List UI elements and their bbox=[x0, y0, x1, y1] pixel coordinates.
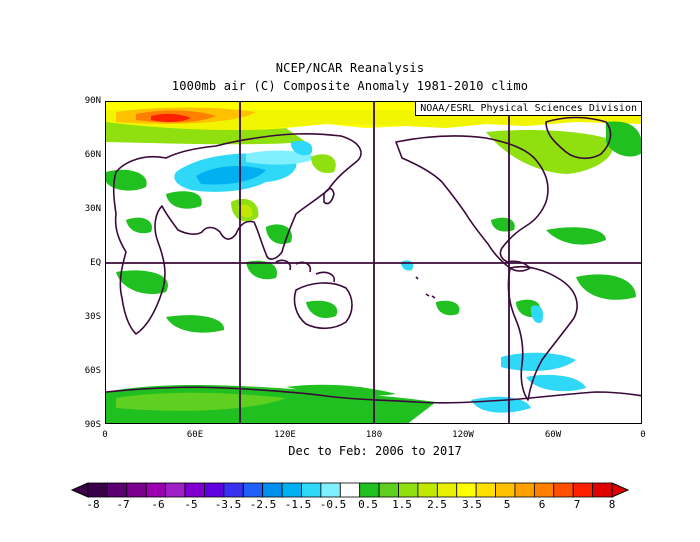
colorbar-swatch bbox=[417, 482, 438, 498]
colorbar-label: 3.5 bbox=[462, 498, 482, 511]
lon-label: 180 bbox=[365, 430, 383, 440]
colorbar-swatch bbox=[495, 482, 516, 498]
colorbar-swatch bbox=[223, 482, 244, 498]
lon-label: 120E bbox=[274, 430, 296, 440]
colorbar-label: 5 bbox=[503, 498, 511, 511]
colorbar-swatch bbox=[87, 482, 108, 498]
map-title: NCEP/NCAR Reanalysis bbox=[275, 61, 425, 75]
lon-label: 120W bbox=[452, 430, 474, 440]
colorbar-swatch bbox=[281, 482, 302, 498]
lat-label: EQ bbox=[90, 258, 101, 268]
colorbar-arrow-right bbox=[611, 482, 630, 498]
colorbar-swatch bbox=[533, 482, 555, 498]
anomaly-map: NOAA/ESRL Physical Sciences Division bbox=[105, 101, 642, 424]
colorbar-swatch bbox=[572, 482, 593, 498]
colorbar-label: -7 bbox=[116, 498, 130, 511]
colorbar-swatch bbox=[398, 482, 419, 498]
colorbar-swatch bbox=[107, 482, 128, 498]
colorbar-label: 8 bbox=[608, 498, 616, 511]
colorbar-label: -5 bbox=[184, 498, 198, 511]
colorbar-label: 2.5 bbox=[427, 498, 447, 511]
colorbar-label: -2.5 bbox=[249, 498, 277, 511]
grid-lines bbox=[106, 102, 641, 423]
colorbar-label: 1.5 bbox=[392, 498, 412, 511]
colorbar-swatch bbox=[436, 482, 458, 498]
lon-label: 60E bbox=[186, 430, 204, 440]
colorbar-swatch bbox=[242, 482, 264, 498]
colorbar-swatch bbox=[262, 482, 283, 498]
colorbar-label: -6 bbox=[151, 498, 165, 511]
lat-label: 90N bbox=[84, 96, 101, 106]
colorbar-swatch bbox=[126, 482, 147, 498]
credit-label: NOAA/ESRL Physical Sciences Division bbox=[415, 102, 641, 116]
colorbar-swatch bbox=[301, 482, 322, 498]
colorbar-swatch bbox=[320, 482, 341, 498]
lat-label: 60S bbox=[84, 366, 101, 376]
colorbar-swatch bbox=[592, 482, 613, 498]
colorbar-swatch bbox=[165, 482, 186, 498]
lon-label: 60W bbox=[544, 430, 562, 440]
colorbar-swatch bbox=[514, 482, 535, 498]
map-subtitle: 1000mb air (C) Composite Anomaly 1981-20… bbox=[171, 79, 529, 93]
colorbar-swatch bbox=[378, 482, 399, 498]
colorbar-label: -8 bbox=[86, 498, 100, 511]
colorbar-swatch bbox=[475, 482, 496, 498]
lat-label: 30N bbox=[84, 204, 101, 214]
period-label: Dec to Feb: 2006 to 2017 bbox=[288, 444, 462, 458]
lat-label: 60N bbox=[84, 150, 101, 160]
colorbar-swatch bbox=[456, 482, 477, 498]
map-canvas bbox=[106, 102, 641, 423]
colorbar-swatch bbox=[339, 482, 361, 498]
colorbar-swatch bbox=[359, 482, 380, 498]
lat-label: 30S bbox=[84, 312, 101, 322]
colorbar-arrow-left bbox=[70, 482, 89, 498]
colorbar-label: 0.5 bbox=[358, 498, 378, 511]
lon-label: 0 bbox=[102, 430, 108, 440]
colorbar-label: 6 bbox=[538, 498, 546, 511]
colorbar-label: -0.5 bbox=[319, 498, 347, 511]
colorbar-label: -1.5 bbox=[284, 498, 312, 511]
colorbar-swatch bbox=[145, 482, 167, 498]
colorbar-swatch bbox=[184, 482, 205, 498]
colorbar-label: -3.5 bbox=[214, 498, 242, 511]
colorbar-swatch bbox=[553, 482, 574, 498]
colorbar-swatch bbox=[204, 482, 225, 498]
colorbar-label: 7 bbox=[573, 498, 581, 511]
lon-label: 0 bbox=[640, 430, 646, 440]
coastlines bbox=[106, 116, 641, 404]
lat-label: 90S bbox=[84, 420, 101, 430]
